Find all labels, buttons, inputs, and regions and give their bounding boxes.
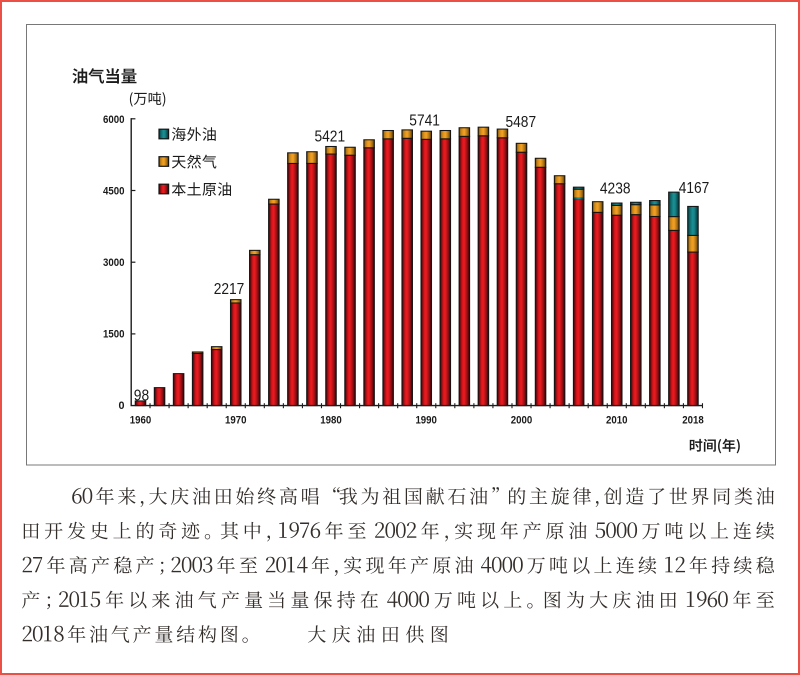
svg-text:1970: 1970 (225, 415, 247, 427)
svg-text:1980: 1980 (320, 415, 342, 427)
svg-text:6000: 6000 (103, 114, 125, 126)
svg-text:4500: 4500 (103, 185, 125, 197)
svg-text:5487: 5487 (506, 114, 537, 131)
svg-text:0: 0 (118, 400, 124, 412)
svg-text:2010: 2010 (606, 415, 628, 427)
svg-text:4167: 4167 (679, 180, 710, 197)
svg-text:2018: 2018 (682, 415, 704, 427)
svg-text:5741: 5741 (409, 113, 440, 130)
svg-text:2217: 2217 (214, 281, 245, 298)
svg-text:3000: 3000 (103, 257, 125, 269)
svg-text:1960: 1960 (130, 415, 152, 427)
svg-text:1500: 1500 (103, 329, 125, 341)
svg-text:1990: 1990 (415, 415, 437, 427)
svg-text:2000: 2000 (511, 415, 533, 427)
svg-text:4238: 4238 (600, 180, 631, 197)
svg-text:98: 98 (134, 388, 149, 405)
svg-text:5421: 5421 (315, 128, 346, 145)
